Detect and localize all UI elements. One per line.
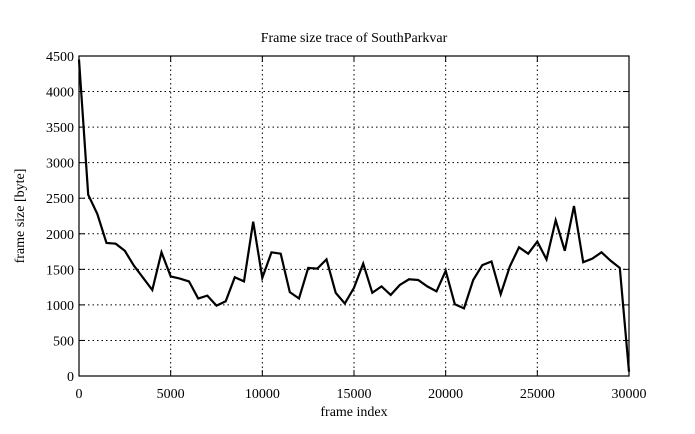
x-axis-title: frame index [320,405,387,420]
y-tick-label: 4500 [46,50,74,65]
y-tick-label: 3000 [46,157,74,172]
grid-lines [79,56,629,376]
x-tick-label: 30000 [612,387,647,402]
chart-title: Frame size trace of SouthParkvar [261,31,448,46]
y-tick-label: 3500 [46,121,74,136]
x-tick-label: 5000 [157,387,185,402]
y-axis-title: frame size [byte] [13,169,28,264]
y-tick-labels: 0 500 1000 1500 2000 2500 3000 3500 4000 4500 [46,50,74,385]
x-tick-label: 0 [76,387,83,402]
x-tick-label: 10000 [245,387,280,402]
plot-frame [78,55,630,377]
x-tick-label: 15000 [337,387,372,402]
y-tick-label: 2000 [46,228,74,243]
y-tick-label: 2500 [46,192,74,207]
y-tick-label: 0 [67,370,74,385]
y-tick-label: 500 [53,334,74,349]
y-tick-label: 1000 [46,299,74,314]
x-tick-labels: 0 5000 10000 15000 20000 25000 30000 [76,387,647,402]
y-tick-label: 4000 [46,86,74,101]
y-tick-label: 1500 [46,263,74,278]
x-tick-label: 25000 [520,387,555,402]
series-line [77,59,631,372]
x-tick-label: 20000 [428,387,463,402]
axis-ticks [78,55,630,377]
